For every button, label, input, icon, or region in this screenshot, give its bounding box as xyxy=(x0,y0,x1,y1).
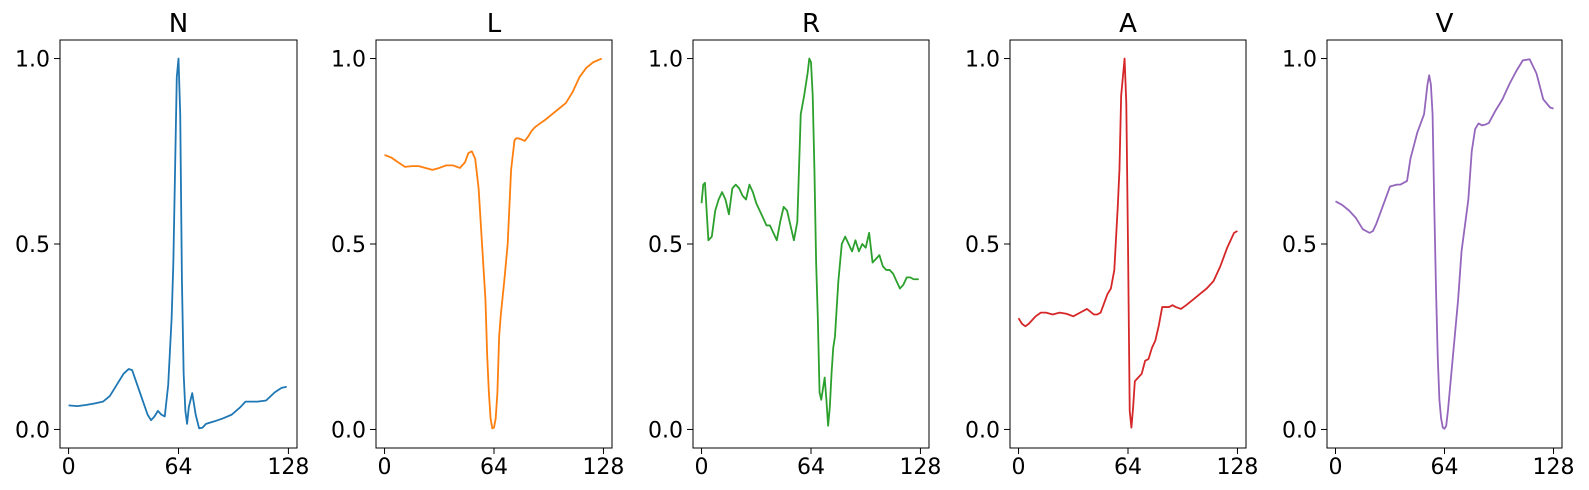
panel-title: V xyxy=(1436,9,1454,39)
y-tick-label: 0.5 xyxy=(965,233,1000,258)
x-tick-label: 64 xyxy=(480,455,508,480)
x-tick-label: 0 xyxy=(62,455,76,480)
x-tick-label: 64 xyxy=(1114,455,1142,480)
x-tick-label: 0 xyxy=(1012,455,1026,480)
series-line xyxy=(1017,57,1238,429)
y-tick-label: 0.5 xyxy=(648,233,683,258)
y-tick-label: 0.5 xyxy=(331,233,366,258)
panel-title: N xyxy=(169,9,188,39)
axes-frame xyxy=(692,39,930,449)
x-tick-label: 0 xyxy=(695,455,709,480)
y-tick-label: 1.0 xyxy=(648,48,683,73)
x-tick-label: 128 xyxy=(1532,455,1574,480)
y-tick-label: 0.5 xyxy=(15,233,50,258)
series-line xyxy=(384,57,603,430)
panel-n: N 0 64 128 0.0 0.5 1.0 xyxy=(15,9,309,480)
panel-r: R 0 64 128 0.0 0.5 1.0 xyxy=(648,9,941,480)
panel-title: L xyxy=(487,9,502,39)
panel-l: L 0 64 128 0.0 0.5 1.0 xyxy=(331,9,624,480)
x-tick-label: 0 xyxy=(378,455,392,480)
axes-frame xyxy=(59,39,298,449)
x-tick-label: 128 xyxy=(582,455,624,480)
x-tick-label: 64 xyxy=(797,455,825,480)
series-line xyxy=(1335,58,1554,430)
y-tick-label: 1.0 xyxy=(965,48,1000,73)
y-tick-label: 1.0 xyxy=(331,48,366,73)
y-tick-label: 1.0 xyxy=(1282,48,1317,73)
y-tick-label: 1.0 xyxy=(15,48,50,73)
y-tick-label: 0.0 xyxy=(15,418,50,443)
y-tick-label: 0.0 xyxy=(331,418,366,443)
x-tick-label: 64 xyxy=(165,455,193,480)
series-line xyxy=(700,57,919,427)
panel-v: V 0 64 128 0.0 0.5 1.0 xyxy=(1282,9,1574,480)
panel-title: A xyxy=(1119,9,1137,39)
y-tick-label: 0.5 xyxy=(1282,233,1317,258)
axes-frame xyxy=(1326,39,1563,449)
series-line xyxy=(68,57,287,430)
x-tick-label: 0 xyxy=(1329,455,1343,480)
y-tick-label: 0.0 xyxy=(1282,418,1317,443)
panel-title: R xyxy=(802,9,820,39)
y-tick-label: 0.0 xyxy=(965,418,1000,443)
x-tick-label: 128 xyxy=(267,455,309,480)
x-tick-label: 128 xyxy=(1216,455,1258,480)
x-tick-label: 64 xyxy=(1431,455,1459,480)
y-tick-label: 0.0 xyxy=(648,418,683,443)
axes-frame xyxy=(375,39,613,449)
panel-a: A 0 64 128 0.0 0.5 1.0 xyxy=(965,9,1258,480)
x-tick-label: 128 xyxy=(899,455,941,480)
